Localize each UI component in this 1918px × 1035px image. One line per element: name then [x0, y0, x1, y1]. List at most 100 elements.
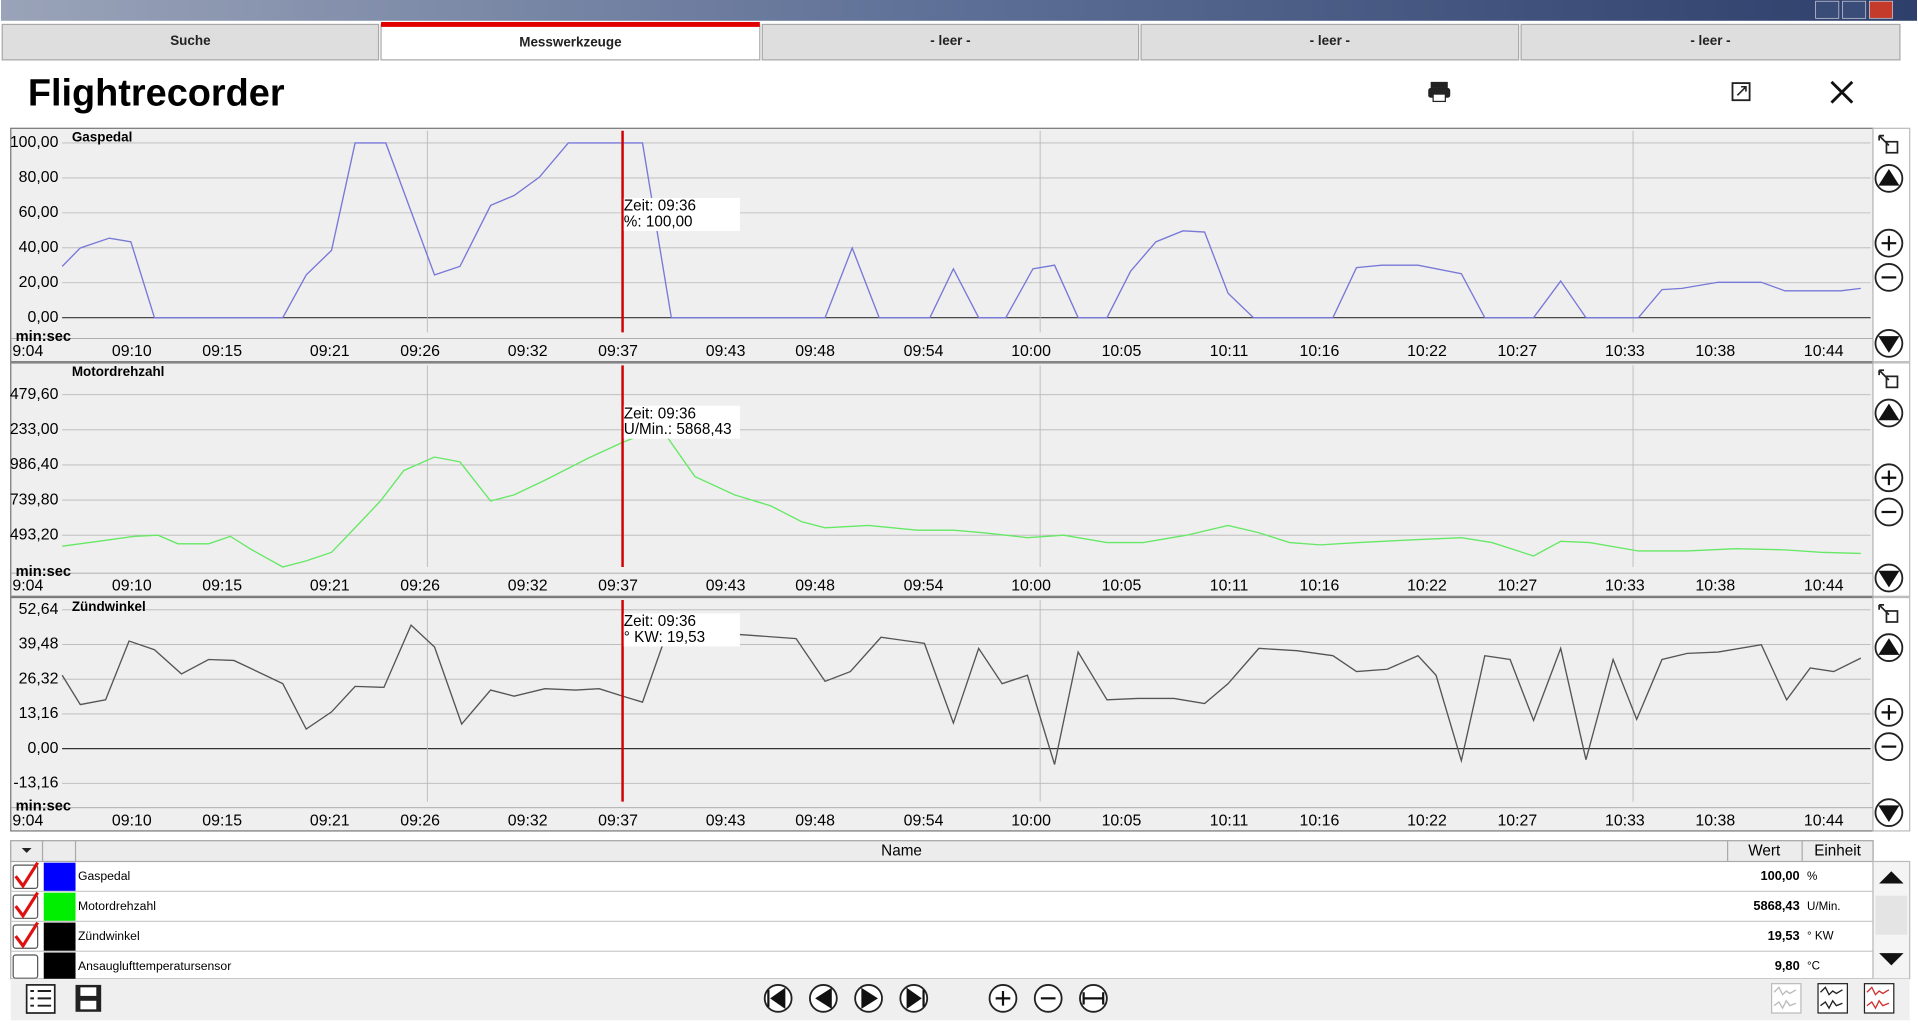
icon[interactable]: [1817, 983, 1848, 1014]
view-button[interactable]: [1770, 983, 1802, 1014]
chart-plus-button[interactable]: [1874, 463, 1904, 493]
view-button[interactable]: [1863, 983, 1895, 1014]
playback-button[interactable]: [1079, 983, 1108, 1013]
tab-label[interactable]: Suche: [170, 33, 211, 48]
icon[interactable]: [1885, 140, 1899, 154]
icon[interactable]: [861, 987, 878, 1009]
table-row[interactable]: Motordrehzahl 5868,43 U/Min.: [10, 891, 1874, 922]
table-bg: [10, 840, 1874, 980]
window-button-bg[interactable]: [1815, 0, 1840, 19]
chart-minus-button[interactable]: [1874, 732, 1904, 761]
scroll-down[interactable]: [1879, 953, 1904, 966]
chart-expand-button[interactable]: [1878, 604, 1899, 623]
tab-bg[interactable]: [1520, 23, 1901, 61]
close-button[interactable]: [1830, 80, 1854, 104]
chart-plus-button[interactable]: [1874, 698, 1904, 727]
list-button[interactable]: [25, 984, 56, 1014]
tab-bg[interactable]: [761, 23, 1140, 61]
icon[interactable]: [1881, 235, 1897, 251]
icon[interactable]: [1770, 983, 1802, 1014]
maximize-button[interactable]: [1731, 82, 1751, 102]
tab-label[interactable]: - leer -: [1310, 33, 1350, 48]
chart-down-button[interactable]: [1874, 329, 1904, 358]
chart-minus-button[interactable]: [1874, 263, 1904, 292]
tab[interactable]: - leer -: [761, 23, 1140, 61]
table-row[interactable]: Zündwinkel 19,53 ° KW: [10, 921, 1874, 952]
column-menu[interactable]: [21, 848, 32, 853]
icon[interactable]: [1878, 169, 1900, 186]
icon[interactable]: [1878, 369, 1890, 381]
icon[interactable]: [80, 987, 97, 996]
playback-button[interactable]: [763, 983, 793, 1013]
checkmark: [14, 921, 39, 949]
chart-minus-button[interactable]: [1874, 497, 1904, 527]
window-button[interactable]: [1815, 0, 1840, 19]
window-button[interactable]: [1842, 0, 1867, 19]
chart-up-button[interactable]: [1874, 164, 1904, 193]
tab-bg[interactable]: [380, 23, 761, 61]
tab[interactable]: - leer -: [1520, 23, 1901, 61]
x-tick-label: 10:44: [1804, 578, 1844, 595]
chart-down-button[interactable]: [1874, 563, 1904, 593]
icon[interactable]: [1866, 986, 1890, 1010]
scroll-thumb[interactable]: [1875, 895, 1908, 935]
tab-label[interactable]: - leer -: [930, 33, 970, 48]
table-scrollbar[interactable]: [1872, 860, 1911, 980]
playback-button[interactable]: [854, 983, 883, 1013]
icon[interactable]: [1878, 638, 1900, 655]
chart-up-button[interactable]: [1874, 398, 1904, 428]
icon[interactable]: [815, 987, 832, 1009]
chart-expand-button[interactable]: [1878, 134, 1899, 154]
checkbox[interactable]: [12, 954, 39, 979]
playback-button[interactable]: [899, 983, 929, 1013]
tab[interactable]: Suche: [1, 23, 380, 61]
scroll-up[interactable]: [1879, 871, 1904, 884]
icon[interactable]: [80, 1000, 97, 1010]
view-button[interactable]: [1817, 983, 1848, 1014]
playback-button[interactable]: [988, 983, 1018, 1013]
icon[interactable]: [1881, 705, 1897, 720]
x-tick-label: 09:54: [904, 812, 944, 829]
chart-plus-button[interactable]: [1874, 228, 1904, 258]
icon[interactable]: [1878, 805, 1900, 822]
tab-label[interactable]: - leer -: [1690, 33, 1730, 48]
icon[interactable]: [1881, 470, 1897, 486]
tab-bg[interactable]: [1, 23, 380, 61]
playback-button[interactable]: [1033, 983, 1063, 1013]
signal-value: 19,53: [1768, 928, 1800, 943]
chart-expand-button[interactable]: [1878, 369, 1899, 389]
save-button[interactable]: [75, 984, 102, 1012]
print-button[interactable]: [1428, 81, 1451, 103]
y-tick-label: 479,60: [10, 386, 59, 403]
icon[interactable]: [1863, 983, 1895, 1014]
tab[interactable]: - leer -: [1140, 23, 1520, 61]
chart-down-button[interactable]: [1874, 798, 1904, 827]
playback-button[interactable]: [809, 983, 838, 1013]
icon[interactable]: [995, 991, 1011, 1006]
x-tick-label: 09:43: [706, 812, 746, 829]
x-tick-label: 10:16: [1300, 578, 1340, 595]
icon[interactable]: [1878, 403, 1900, 421]
icon[interactable]: [1885, 375, 1899, 389]
tab-bg[interactable]: [1140, 23, 1520, 61]
window-button[interactable]: [1868, 0, 1893, 19]
tab[interactable]: Messwerkzeuge: [380, 21, 761, 61]
icon[interactable]: [906, 987, 925, 1010]
chart-up-button[interactable]: [1874, 633, 1904, 662]
y-tick-label: 26,32: [19, 670, 59, 687]
annotation-bg: [623, 421, 740, 439]
icon[interactable]: [1820, 986, 1843, 1010]
icon[interactable]: [1878, 570, 1900, 588]
icon[interactable]: [1878, 336, 1900, 353]
icon[interactable]: [1878, 134, 1890, 147]
table-row[interactable]: Gaspedal 100,00%: [10, 861, 1874, 893]
window-button-bg[interactable]: [1868, 0, 1893, 19]
icon[interactable]: [1885, 610, 1899, 623]
icon[interactable]: [1773, 986, 1797, 1010]
window-button-bg[interactable]: [1842, 0, 1867, 19]
icon[interactable]: [767, 987, 786, 1010]
x-tick-label: 10:33: [1605, 343, 1645, 360]
icon[interactable]: [1878, 604, 1890, 616]
icon[interactable]: [1082, 992, 1105, 1005]
tab-label[interactable]: Messwerkzeuge: [519, 34, 622, 49]
